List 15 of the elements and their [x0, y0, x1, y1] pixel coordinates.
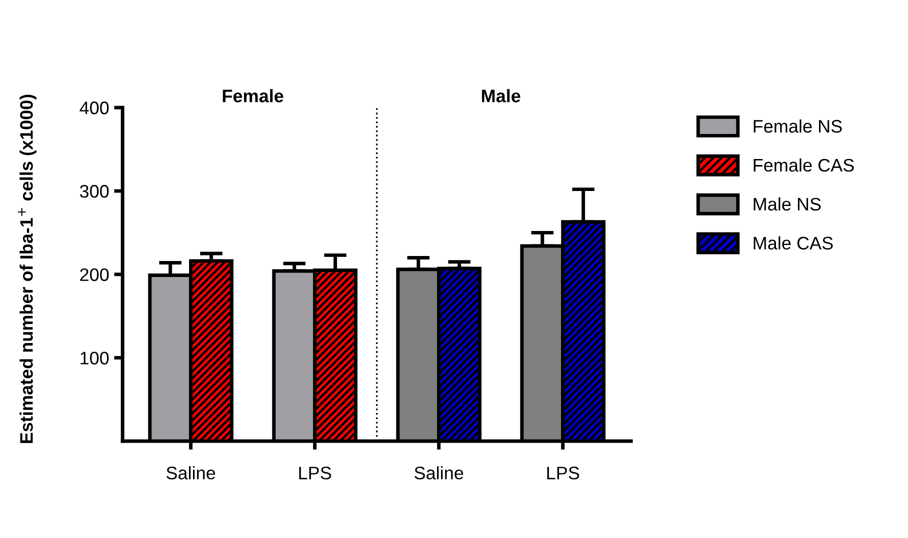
y-tick-label: 200 [80, 268, 109, 282]
x-tick-label: LPS [547, 466, 580, 480]
y-tick-label: 100 [80, 352, 109, 364]
y-tick-label: 400 [80, 102, 109, 114]
y-tick-label: 300 [80, 184, 109, 198]
x-tick-label: Saline [166, 466, 216, 480]
legend-label: Female NS [754, 119, 842, 133]
y-axis-title: Estimated number of Iba-1$^{+}$ cells (x1000) [18, 94, 36, 444]
legend-label: Male NS [754, 197, 821, 211]
legend-label: Male CAS [754, 236, 833, 250]
text: Female [222, 89, 284, 102]
x-tick-label: LPS [299, 466, 332, 480]
x-tick-label: Saline [414, 466, 464, 480]
legend-label: Female CAS [754, 158, 854, 172]
text: Male [482, 89, 520, 102]
